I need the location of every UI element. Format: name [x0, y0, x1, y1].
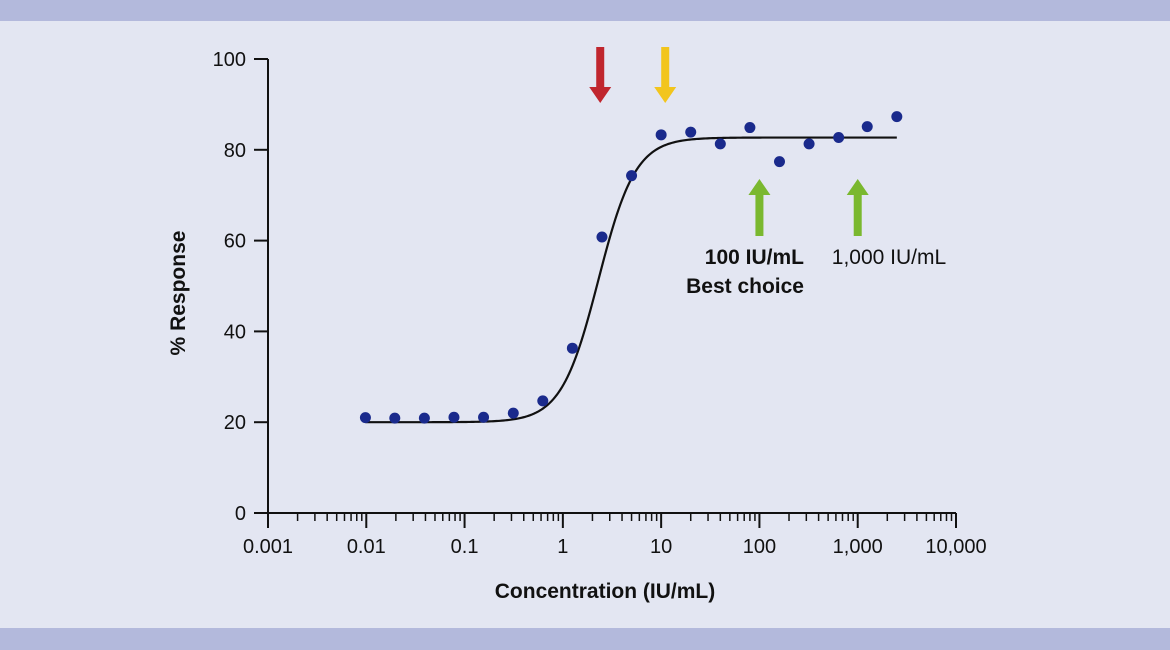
data-point: [655, 129, 667, 141]
down-arrow-icon: [589, 47, 612, 103]
annotation-100-line2: Best choice: [686, 275, 804, 298]
y-axis-ticks: 0 20 40 60 80 100: [213, 49, 268, 525]
data-point: [626, 170, 638, 182]
y-tick-label: 80: [224, 140, 246, 162]
y-axis-title: % Response: [167, 231, 190, 356]
down-arrow-icon: [654, 47, 677, 103]
y-tick-label: 0: [235, 503, 246, 525]
y-tick-label: 20: [224, 412, 246, 434]
data-point: [596, 231, 608, 243]
x-tick-label: 1,000: [833, 536, 883, 558]
up-arrow-icon: [748, 179, 771, 236]
data-point: [389, 412, 401, 424]
data-point: [833, 132, 845, 144]
data-point: [803, 138, 815, 150]
data-point: [744, 122, 756, 134]
data-point: [891, 111, 903, 123]
x-axis-ticks: 0.001 0.01 0.1 1 10 100 1,000 10,000: [243, 513, 987, 558]
data-point: [507, 407, 519, 419]
data-point: [685, 126, 697, 138]
data-point: [861, 121, 873, 133]
y-tick-label: 100: [213, 49, 246, 71]
y-tick-label: 60: [224, 231, 246, 253]
x-tick-label: 0.01: [347, 536, 386, 558]
data-point: [537, 395, 549, 407]
data-point: [714, 138, 726, 150]
y-tick-label: 40: [224, 321, 246, 343]
data-point: [478, 411, 490, 423]
data-point: [448, 411, 460, 423]
x-tick-label: 10,000: [925, 536, 986, 558]
annotation-1000: 1,000 IU/mL: [832, 246, 946, 269]
data-points: [359, 111, 903, 424]
annotation-arrows: [589, 47, 869, 236]
up-arrow-icon: [846, 179, 869, 236]
data-point: [566, 342, 578, 354]
data-point: [418, 412, 430, 424]
annotation-100-line1: 100 IU/mL: [705, 246, 804, 269]
x-tick-label: 0.001: [243, 536, 293, 558]
x-tick-label: 1: [557, 536, 568, 558]
data-point: [773, 156, 785, 168]
x-axis-title: Concentration (IU/mL): [495, 580, 716, 603]
top-band: [0, 0, 1170, 21]
x-tick-label: 100: [743, 536, 776, 558]
axes: [267, 59, 956, 514]
x-tick-label: 0.1: [451, 536, 479, 558]
bottom-band: [0, 628, 1170, 650]
x-tick-label: 10: [650, 536, 672, 558]
data-point: [359, 412, 371, 424]
